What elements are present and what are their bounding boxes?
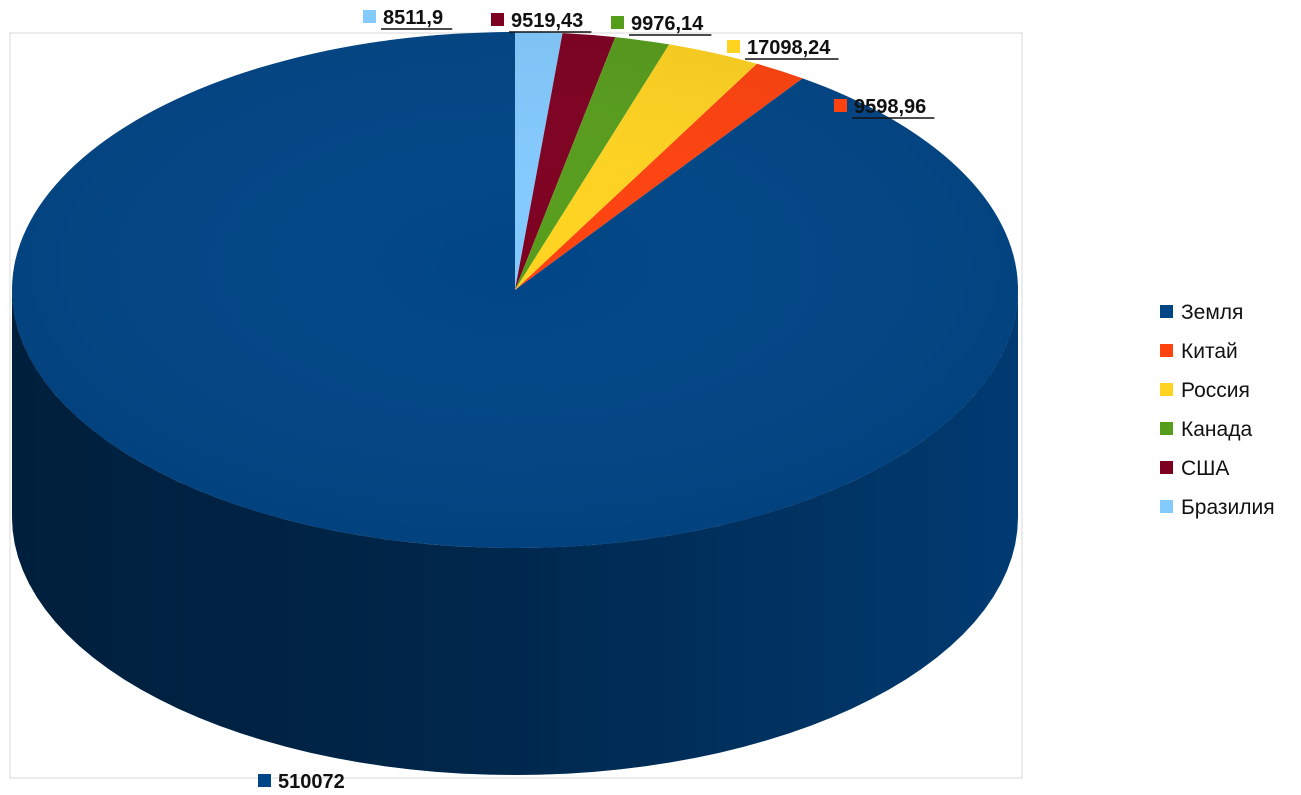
data-label-1: 510072 xyxy=(258,771,345,793)
legend-entry-1: Земля xyxy=(1160,301,1243,324)
legend-label: Канада xyxy=(1181,418,1252,441)
data-label-swatch xyxy=(727,40,740,53)
data-label-text: 9976,14 xyxy=(631,13,704,35)
legend-label: Бразилия xyxy=(1181,496,1275,519)
data-label-swatch xyxy=(611,16,624,29)
legend-swatch xyxy=(1160,500,1173,513)
legend-swatch xyxy=(1160,461,1173,474)
legend-entry-6: Бразилия xyxy=(1160,496,1275,519)
legend-entry-4: Канада xyxy=(1160,418,1252,441)
legend-swatch xyxy=(1160,422,1173,435)
data-label-text: 510072 xyxy=(278,771,345,793)
data-label-text: 17098,24 xyxy=(747,37,831,59)
legend-entry-3: Россия xyxy=(1160,379,1250,402)
legend-swatch xyxy=(1160,305,1173,318)
data-label-text: 8511,9 xyxy=(383,7,443,29)
data-label-swatch xyxy=(363,10,376,23)
pie-layer xyxy=(12,32,1019,775)
legend-label: США xyxy=(1181,457,1229,480)
data-label-2: 9598,96 xyxy=(834,96,935,119)
legend-swatch xyxy=(1160,344,1173,357)
legend-entry-2: Китай xyxy=(1160,340,1238,363)
pie-top xyxy=(12,32,1019,548)
data-label-6: 8511,9 xyxy=(363,7,453,30)
pie-side-shadow xyxy=(12,290,1018,775)
data-labels: 510072 9598,96 17098,24 9976,14 9519,43 8511,… xyxy=(258,7,935,793)
pie-top-shade xyxy=(12,32,1018,548)
legend-entry-5: США xyxy=(1160,457,1229,480)
data-label-4: 9976,14 xyxy=(611,13,712,36)
legend-label: Россия xyxy=(1181,379,1250,402)
pie-side xyxy=(12,290,1018,775)
data-label-text: 9598,96 xyxy=(854,96,926,118)
data-label-swatch xyxy=(491,13,504,26)
data-label-text: 9519,43 xyxy=(511,10,583,32)
data-label-swatch xyxy=(834,99,847,112)
legend-swatch xyxy=(1160,383,1173,396)
data-label-swatch xyxy=(258,774,271,787)
legend-label: Земля xyxy=(1181,301,1243,324)
data-label-3: 17098,24 xyxy=(727,37,839,60)
legend-label: Китай xyxy=(1181,340,1238,363)
legend: Земля Китай Россия Канада США Бразилия xyxy=(1160,301,1275,519)
data-label-5: 9519,43 xyxy=(491,10,592,33)
